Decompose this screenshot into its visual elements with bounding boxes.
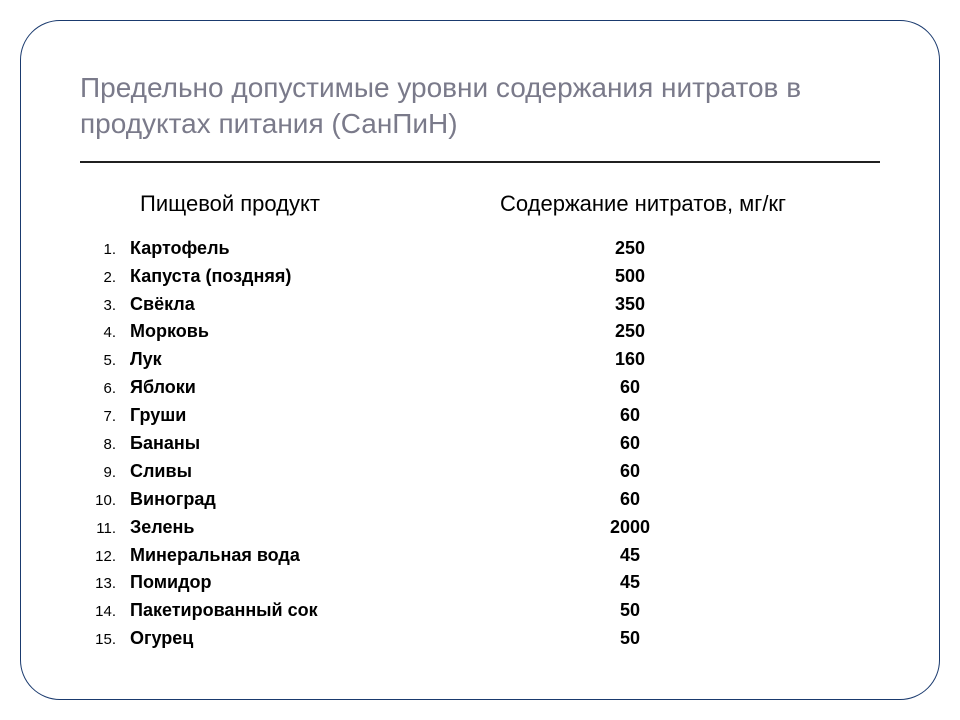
product-name: Яблоки	[130, 374, 560, 402]
row-number: 2.	[80, 266, 130, 289]
column-header-value: Содержание нитратов, мг/кг	[500, 191, 880, 217]
table-row: 6.Яблоки60	[80, 374, 880, 402]
product-name: Груши	[130, 402, 560, 430]
table-row: 5.Лук160	[80, 346, 880, 374]
product-name: Свёкла	[130, 291, 560, 319]
table-row: 10.Виноград60	[80, 486, 880, 514]
row-number: 10.	[80, 489, 130, 512]
row-number: 6.	[80, 377, 130, 400]
product-name: Капуста (поздняя)	[130, 263, 560, 291]
nitrate-value: 60	[560, 402, 700, 430]
nitrate-value: 50	[560, 625, 700, 653]
table-row: 15.Огурец50	[80, 625, 880, 653]
slide-title: Предельно допустимые уровни содержания н…	[80, 70, 880, 143]
row-number: 9.	[80, 461, 130, 484]
product-name: Огурец	[130, 625, 560, 653]
table-row: 1.Картофель250	[80, 235, 880, 263]
column-header-product: Пищевой продукт	[140, 191, 500, 217]
table-row: 12.Минеральная вода45	[80, 542, 880, 570]
product-name: Картофель	[130, 235, 560, 263]
nitrate-value: 500	[560, 263, 700, 291]
title-underline	[80, 161, 880, 163]
product-name: Виноград	[130, 486, 560, 514]
table-row: 14.Пакетированный сок50	[80, 597, 880, 625]
nitrate-value: 250	[560, 318, 700, 346]
table-row: 13.Помидор45	[80, 569, 880, 597]
row-number: 4.	[80, 321, 130, 344]
row-number: 14.	[80, 600, 130, 623]
nitrate-value: 45	[560, 569, 700, 597]
table-row: 2.Капуста (поздняя)500	[80, 263, 880, 291]
table-row: 11.Зелень2000	[80, 514, 880, 542]
nitrate-value: 50	[560, 597, 700, 625]
row-number: 15.	[80, 628, 130, 651]
row-number: 13.	[80, 572, 130, 595]
product-name: Сливы	[130, 458, 560, 486]
table-row: 3.Свёкла350	[80, 291, 880, 319]
product-name: Минеральная вода	[130, 542, 560, 570]
row-number: 7.	[80, 405, 130, 428]
row-number: 12.	[80, 545, 130, 568]
row-number: 8.	[80, 433, 130, 456]
nitrate-value: 2000	[560, 514, 700, 542]
row-number: 11.	[80, 517, 130, 540]
product-name: Пакетированный сок	[130, 597, 560, 625]
nitrate-value: 60	[560, 458, 700, 486]
product-name: Помидор	[130, 569, 560, 597]
product-name: Лук	[130, 346, 560, 374]
nitrate-value: 350	[560, 291, 700, 319]
product-name: Зелень	[130, 514, 560, 542]
nitrate-value: 45	[560, 542, 700, 570]
row-number: 3.	[80, 294, 130, 317]
nitrate-value: 160	[560, 346, 700, 374]
slide-content: Предельно допустимые уровни содержания н…	[80, 70, 880, 653]
nitrate-value: 250	[560, 235, 700, 263]
nitrate-value: 60	[560, 374, 700, 402]
nitrate-value: 60	[560, 430, 700, 458]
table-row: 4.Морковь250	[80, 318, 880, 346]
row-number: 5.	[80, 349, 130, 372]
table-body: 1.Картофель2502.Капуста (поздняя)5003.Св…	[80, 235, 880, 653]
table-headers: Пищевой продукт Содержание нитратов, мг/…	[80, 191, 880, 217]
product-name: Морковь	[130, 318, 560, 346]
table-row: 8.Бананы60	[80, 430, 880, 458]
row-number: 1.	[80, 238, 130, 261]
table-row: 7.Груши60	[80, 402, 880, 430]
nitrate-value: 60	[560, 486, 700, 514]
product-name: Бананы	[130, 430, 560, 458]
table-row: 9.Сливы60	[80, 458, 880, 486]
